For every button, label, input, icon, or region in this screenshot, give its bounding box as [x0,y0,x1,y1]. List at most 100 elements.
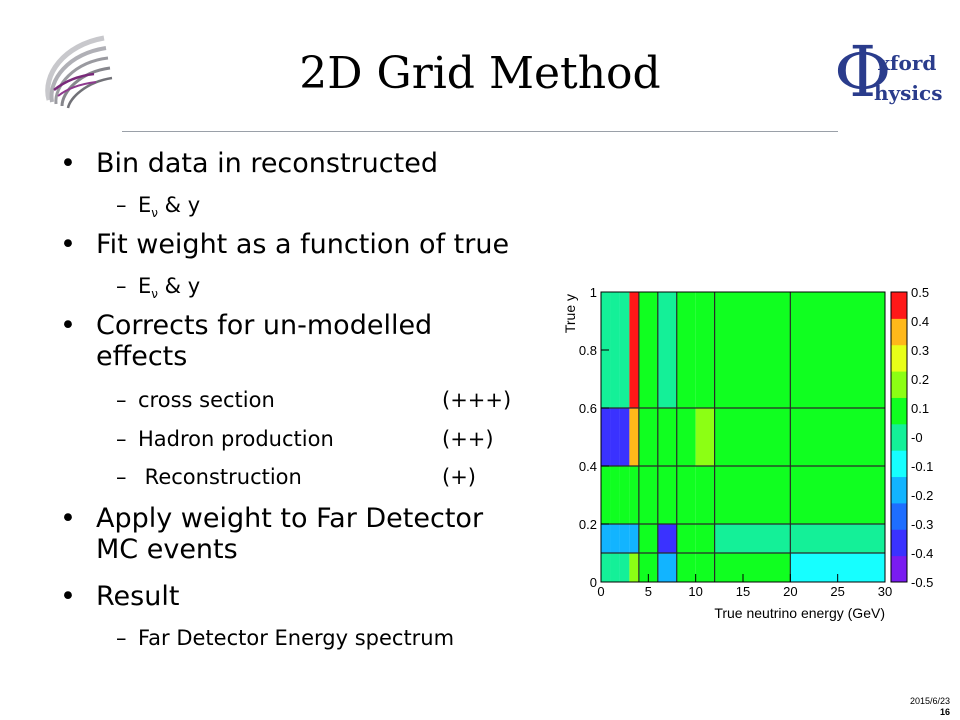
bullet-text: Corrects for un-modelled [96,310,433,341]
heatmap-cell [638,466,658,524]
heatmap-cell [610,524,620,553]
z-axis-ticks: 0.5 0.4 0.3 0.2 0.1 -0 -0.1 -0.2 -0.3 -0.4 -0.5 [911,285,933,590]
heatmap-cell [714,466,791,524]
palette-swatch [891,423,907,451]
heatmap-cell [610,408,620,466]
heatmap-cell [638,553,658,582]
bullet-text: effects [96,341,188,372]
palette-swatch [891,529,907,557]
bullet-dot: • [60,229,76,260]
slide-title: 2D Grid Method [299,48,661,99]
heatmap-cell [638,524,658,553]
bullet-text: Fit weight as a function of true [96,229,510,260]
heatmap-cell [619,408,630,466]
y-tick-label: 0 [590,575,597,590]
heatmap-cell [629,553,639,582]
z-tick-label: 0.2 [911,372,929,387]
heatmap-cell [619,466,630,524]
palette-swatch [891,502,907,530]
heatmap-cell [610,292,620,408]
sub-bullet-label: Far Detector Energy spectrum [138,626,455,650]
z-tick-label: -0.2 [911,488,933,503]
heatmap-cell [601,553,611,582]
palette-swatch [891,344,907,372]
heatmap-cell [695,466,715,524]
palette-swatch [891,371,907,398]
heatmap-cell [790,408,885,466]
heatmap-cell [638,292,658,408]
heatmap-cell [657,466,677,524]
heatmap-cell [610,553,620,582]
ev-symbol: E [138,193,152,217]
bullet-text: MC events [96,534,238,565]
heatmap-cell [714,553,791,582]
x-tick-label: 0 [597,584,604,599]
heatmap-cell [619,524,630,553]
heatmap-cell [676,292,696,408]
oxford-physics-logo: Φ xford hysics [832,30,950,113]
heatmap-cell [657,524,677,553]
sub-bullet-tag: (+) [442,465,476,489]
heatmap-cell [610,466,620,524]
sub-bullet-tag: (++) [442,427,494,451]
svg-text:xford: xford [878,51,936,75]
heatmap-cell [695,524,715,553]
heatmap-cell [676,524,696,553]
z-tick-label: 0.1 [911,401,929,416]
bullet-text: Result [96,581,180,612]
heatmap-cell [629,408,639,466]
heatmap-cell [790,466,885,524]
heatmap-cell [629,466,639,524]
weight-heatmap: 0 5 10 15 20 25 30 0 0.2 0.4 0.6 0.8 1 0.5 0.4 0.3 0.2… [555,284,955,634]
heatmap-cell [714,524,791,553]
heatmap-cell [629,524,639,553]
heatmap-cell [601,524,611,553]
bullet-text: Bin data in reconstructed [96,148,438,179]
x-axis-ticks: 0 5 10 15 20 25 30 [597,574,892,599]
sub-bullet-tag: (+++) [442,388,512,412]
sub-bullet-label: Hadron production [138,427,334,451]
sub-bullet-label: cross section [138,388,275,412]
y-tick-label: 1 [590,285,597,300]
z-tick-label: 0.3 [911,343,929,358]
z-tick-label: -0 [911,430,923,445]
x-tick-label: 30 [878,584,892,599]
sub-bullet-label: Reconstruction [138,465,302,489]
bullet-dot: • [60,581,76,612]
x-tick-label: 5 [645,584,652,599]
heatmap-cell [601,408,611,466]
z-tick-label: -0.5 [911,575,933,590]
z-tick-label: -0.4 [911,546,933,561]
bin-grid-lines [601,292,885,582]
y-axis-label: True y [562,294,578,333]
x-tick-label: 25 [830,584,844,599]
svg-text:hysics: hysics [874,81,942,105]
heatmap-cell [676,553,696,582]
nu-subscript: ν [151,287,158,302]
heatmap-cells [601,292,885,582]
bullet-dot: • [60,148,76,179]
x-tick-label: 20 [783,584,797,599]
z-tick-label: -0.1 [911,459,933,474]
bullet-dot: • [60,310,76,341]
bullet-dot: • [60,503,76,534]
heatmap-cell [657,292,677,408]
x-tick-label: 15 [736,584,750,599]
x-tick-label: 10 [688,584,702,599]
palette-frame [890,291,908,583]
phi-icon: Φ xford hysics [834,31,942,113]
swoosh-logo [45,35,113,109]
palette-swatch [891,450,907,478]
heatmap-cell [714,408,791,466]
slide-footer: 2015/6/23 16 [910,696,950,718]
heatmap-cell [695,408,715,466]
palette-swatch [891,292,907,319]
y-tick-label: 0.6 [579,401,597,416]
ev-rest: & y [157,274,201,298]
slide-date: 2015/6/23 [909,696,950,706]
heatmap-cell [619,553,630,582]
y-axis-ticks: 0 0.2 0.4 0.6 0.8 1 [579,285,609,590]
svg-text:Φ: Φ [834,31,891,112]
y-tick-label: 0.2 [579,517,597,532]
heatmap-cell [601,466,611,524]
